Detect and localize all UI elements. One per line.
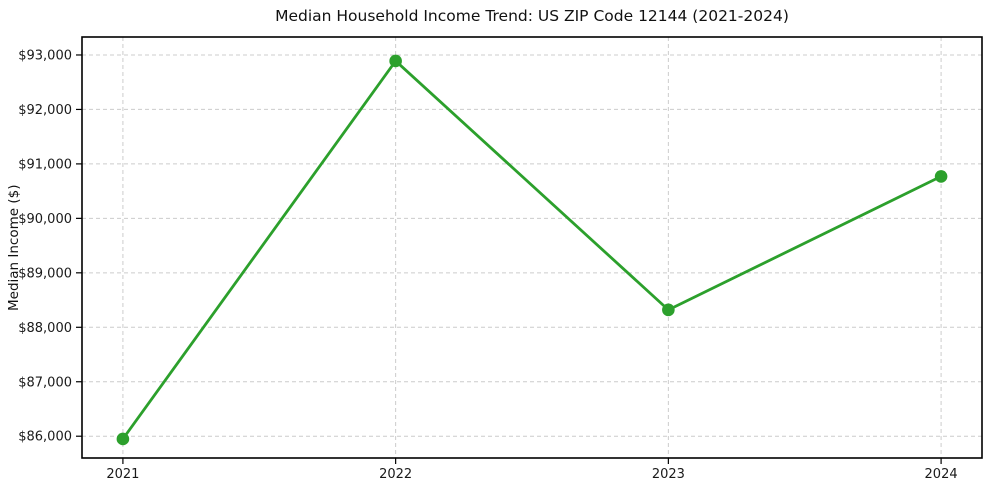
- y-tick-label: $88,000: [18, 321, 72, 336]
- plot-border: [81, 36, 983, 459]
- y-tick-label: $90,000: [18, 212, 72, 227]
- chart-title: Median Household Income Trend: US ZIP Co…: [275, 7, 789, 25]
- data-point-2022: [389, 54, 402, 68]
- y-tick-label: $93,000: [18, 48, 72, 63]
- x-tick-label: 2023: [652, 467, 685, 482]
- trend-line: [121, 59, 943, 441]
- y-tick-label: $92,000: [18, 103, 72, 118]
- y-tick-label: $87,000: [18, 375, 72, 390]
- x-tick-label: 2021: [106, 467, 139, 482]
- y-tick-label: $86,000: [18, 430, 72, 445]
- y-tick-label: $91,000: [18, 157, 72, 172]
- data-point-2024: [934, 170, 948, 183]
- x-tick-label: 2022: [379, 467, 412, 482]
- x-tick-label: 2024: [925, 467, 958, 482]
- data-point-2023: [662, 303, 675, 317]
- y-tick-label: $89,000: [18, 266, 72, 281]
- data-point-2021: [116, 432, 130, 446]
